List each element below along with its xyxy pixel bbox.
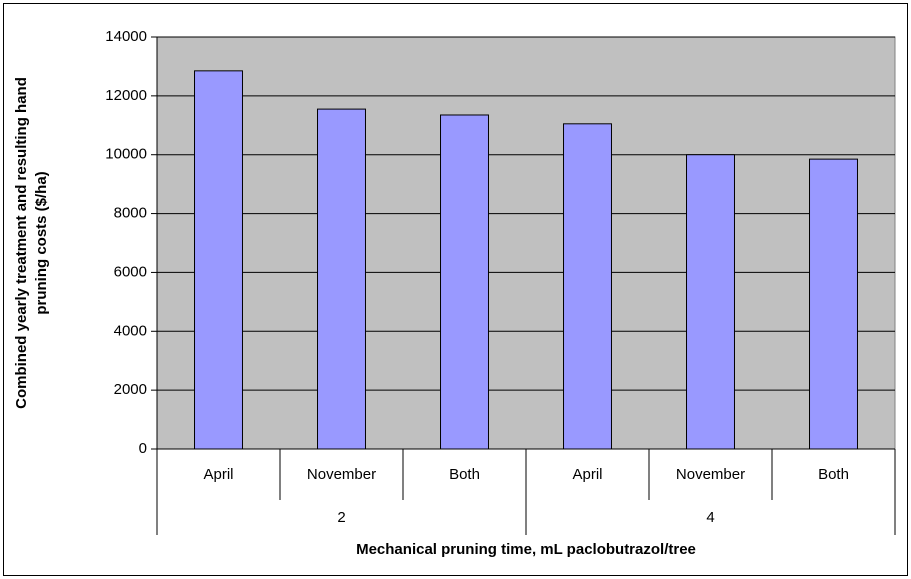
y-tick-label: 10000 — [105, 146, 147, 163]
y-tick-label: 8000 — [114, 205, 147, 222]
bar — [317, 108, 366, 450]
y-axis-title: Combined yearly treatment and resulting … — [13, 77, 50, 409]
bar — [686, 154, 735, 450]
y-tick-label: 4000 — [114, 322, 147, 339]
bar — [440, 114, 489, 450]
x-tick-label: November — [307, 466, 376, 483]
x-tick-label: April — [203, 466, 233, 483]
bar — [194, 70, 243, 450]
group-label: 2 — [337, 509, 345, 526]
x-axis-title: Mechanical pruning time, mL paclobutrazo… — [356, 541, 696, 558]
y-tick-label: 0 — [139, 440, 147, 457]
plot-area — [156, 36, 896, 450]
x-tick-label: April — [572, 466, 602, 483]
bar — [809, 158, 858, 450]
group-label: 4 — [706, 509, 714, 526]
y-tick-label: 6000 — [114, 263, 147, 280]
y-tick-label: 14000 — [105, 28, 147, 45]
x-tick-label: November — [676, 466, 745, 483]
y-axis-title-line: pruning costs ($/ha) — [33, 171, 50, 314]
y-tick-label: 2000 — [114, 381, 147, 398]
bar — [563, 123, 612, 450]
x-tick-label: Both — [818, 466, 849, 483]
y-tick-label: 12000 — [105, 87, 147, 104]
y-axis-title-line: Combined yearly treatment and resulting … — [13, 77, 30, 409]
x-tick-label: Both — [449, 466, 480, 483]
